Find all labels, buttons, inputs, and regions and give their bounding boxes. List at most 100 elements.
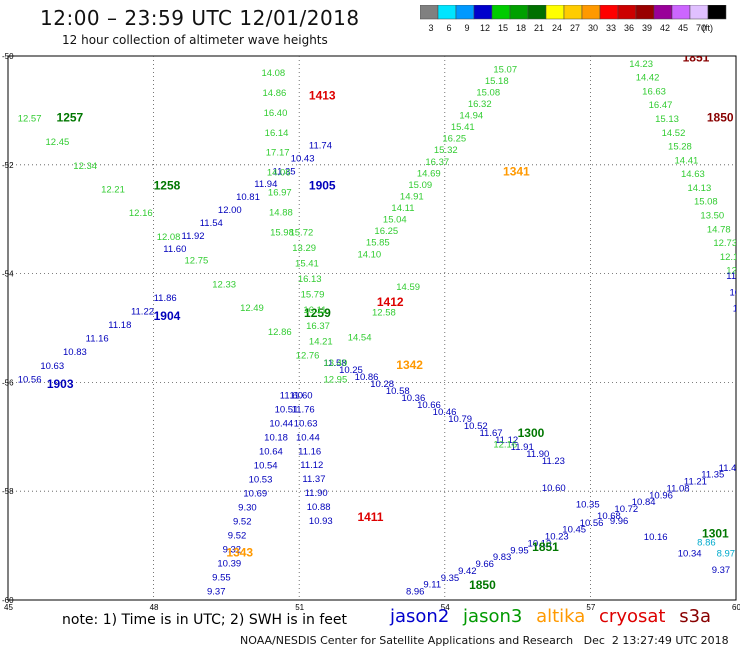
legend-note: note: 1) Time is in UTC; 2) SWH is in fe… [62,612,348,628]
wave-height-value: 11.91 [511,442,534,453]
lon-tick-label: 60 [732,603,740,612]
wave-height-value: 12.57 [18,113,42,124]
wave-height-value: 14.21 [309,336,333,347]
wave-height-value: 14.11 [391,203,414,214]
wave-height-value: 12.76 [296,351,320,362]
wave-height-value: 10.56 [18,374,42,385]
wave-height-value: 11.55 [726,271,740,282]
pass-time-label: 1258 [154,178,181,192]
wave-height-value: 14.08 [261,68,285,79]
wave-height-value: 12.95 [323,374,347,385]
wave-height-value: 8.96 [406,587,425,598]
wave-height-value: 14.10 [357,249,381,260]
scale-label: 70 [696,23,706,33]
legend-altika: altika [536,606,586,627]
wave-height-value: 11.21 [684,477,707,488]
wave-height-value: 12.16 [493,440,517,451]
scale-label: 3 [428,23,433,33]
wave-height-value: 16.25 [374,226,398,237]
lon-tick-label: 57 [586,603,595,612]
scale-label: 45 [678,23,688,33]
wave-height-value: 13.50 [700,210,724,221]
wave-height-value: 16.63 [642,86,666,97]
wave-height-value: 14.54 [348,333,372,344]
pass-time-label: 1903 [47,377,74,391]
wave-height-value: 9.95 [510,545,528,556]
wave-height-value: 9.52 [228,531,247,542]
pass-time-label: 1340 [518,45,545,59]
pass-time-label: 1300 [518,426,545,440]
scale-label: 24 [552,23,562,33]
wave-height-value: 12.08 [157,232,181,243]
wave-height-value: 10.54 [254,461,278,472]
wave-height-value: 9.30 [238,503,256,514]
lat-tick-label: -50 [2,52,14,61]
wave-height-value: 13.49 [323,358,347,369]
pass-time-label: 1850 [469,578,496,592]
wave-height-value: 10.81 [236,192,260,203]
wave-height-value: 10.60 [542,483,566,494]
wave-height-value: 10.96 [649,490,673,501]
scale-label: 15 [498,23,508,33]
wave-height-value: 15.98 [270,228,294,239]
wave-height-value: 15.72 [289,228,313,239]
wave-height-value: 15.07 [493,64,517,75]
wave-height-value: 10.79 [448,414,472,425]
wave-height-value: 15.14 [260,48,284,59]
wave-height-value: 11.23 [542,456,565,467]
wave-height-value: 12.34 [73,161,97,172]
scale-swatch [707,5,727,20]
wave-height-value: 10.69 [243,489,267,500]
wave-height-value: 13.29 [292,243,316,254]
wave-height-value: 16.14 [265,128,289,139]
footer-org: NOAA/NESDIS Center for Satellite Applica… [240,634,574,647]
wave-height-value: 11.12 [495,435,518,446]
pass-time-label: 1342 [396,358,423,372]
scale-label: 30 [588,23,598,33]
wave-height-value: 10.35 [576,500,600,511]
page-title: 12:00 – 23:59 UTC 12/01/2018 [40,6,360,30]
wave-height-value: 10.18 [264,433,288,444]
wave-height-value: 14.69 [417,168,441,179]
wave-height-value: 10.88 [307,502,331,513]
wave-height-value: 16.47 [649,100,673,111]
wave-height-value: 10.16 [644,532,668,543]
wave-height-value: 10.25 [339,365,363,376]
pass-time-label: 1904 [154,309,181,323]
wave-height-value: 15.08 [694,197,718,208]
scale-label: 12 [480,23,490,33]
wave-height-value: 15.18 [485,76,509,87]
wave-height-value: 9.37 [207,587,226,598]
wave-height-value: 14.59 [396,282,420,293]
wave-height-value: 9.66 [475,559,494,570]
wave-height-value: 15.85 [366,238,390,249]
wave-height-value: 10.53 [249,475,273,486]
wave-height-value: 10.23 [545,532,569,543]
wave-height-value: 15.08 [476,87,500,98]
wave-height-value: 10.66 [417,400,441,411]
wave-height-value: 10.56 [580,518,604,529]
wave-height-value: 11.90 [526,449,549,460]
wave-height-value: 12.00 [218,205,242,216]
pass-time-label: 1301 [702,526,729,540]
scale-label: 18 [516,23,526,33]
wave-height-value: 14.78 [707,224,731,235]
scale-unit: (ft) [702,23,713,33]
wave-height-value: 11.54 [200,218,223,229]
lon-tick-label: 45 [4,603,13,612]
wave-height-value: 12.49 [240,303,264,314]
wave-height-value: 15.09 [408,180,432,191]
lat-tick-label: -52 [2,161,14,170]
wave-height-value: 14.23 [629,59,653,70]
pass-time-label: 1411 [357,510,383,524]
scale-label: 42 [660,23,670,33]
lat-tick-label: -54 [2,270,14,279]
pass-time-label: 1850 [707,110,734,124]
wave-height-value: 12.58 [372,307,396,318]
wave-height-value: 11. [736,320,740,331]
wave-height-value: 11.60 [289,391,312,402]
wave-height-value: 10.34 [678,548,702,559]
wave-height-value: 11.35 [701,470,724,481]
lat-tick-label: -56 [2,378,14,387]
